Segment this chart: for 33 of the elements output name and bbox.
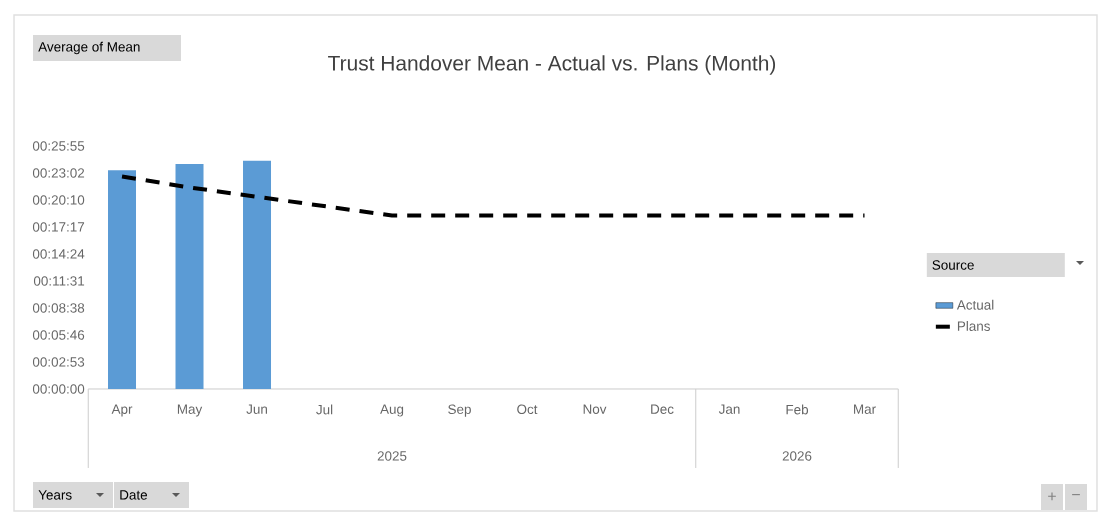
y-tick-label: 00:20:10 [32,195,85,205]
y-tick-label: 00:25:55 [32,141,85,151]
x-tick-label: Jan [718,404,740,414]
x-tick-label: Feb [786,404,809,415]
x-tick-label: Dec [651,404,674,414]
x-tick-label: Nov [583,404,607,414]
text: Average of Mean [38,41,140,55]
y-tick-label: 00:17:17 [32,222,85,232]
y-tick-label: 00:14:24 [32,249,85,259]
legend-label: Plans [957,321,990,331]
x-tick-label: Jun [246,404,267,414]
y-tick-label: 00:11:31 [33,276,85,286]
text: Years [38,490,72,500]
text: + [1048,492,1056,501]
x-tick-label: May [177,404,203,417]
y-tick-label: 00:23:02 [32,168,85,178]
y-tick-label: 00:00:00 [32,384,85,394]
x-tick-label: Jul [316,404,333,415]
legend-label: Actual [956,299,994,310]
x-tick-label: Aug [380,404,404,417]
y-tick-label: 00:05:46 [32,330,85,340]
text: 2025 [377,451,407,461]
y-tick-label: 00:02:53 [32,357,85,367]
y-tick-label: 00:08:38 [32,303,85,313]
x-tick-label: Sep [448,404,471,417]
x-tick-label: Apr [111,404,133,417]
x-tick-label: Oct [517,404,538,415]
x-tick-label: Mar [854,404,876,414]
text: 2026 [782,451,812,461]
legend-title: Source [932,260,974,270]
chart-title: Trust Handover Mean - Actual vs. Plans (Month) [328,55,776,75]
text: − [1072,494,1080,496]
text: Date [120,490,148,500]
